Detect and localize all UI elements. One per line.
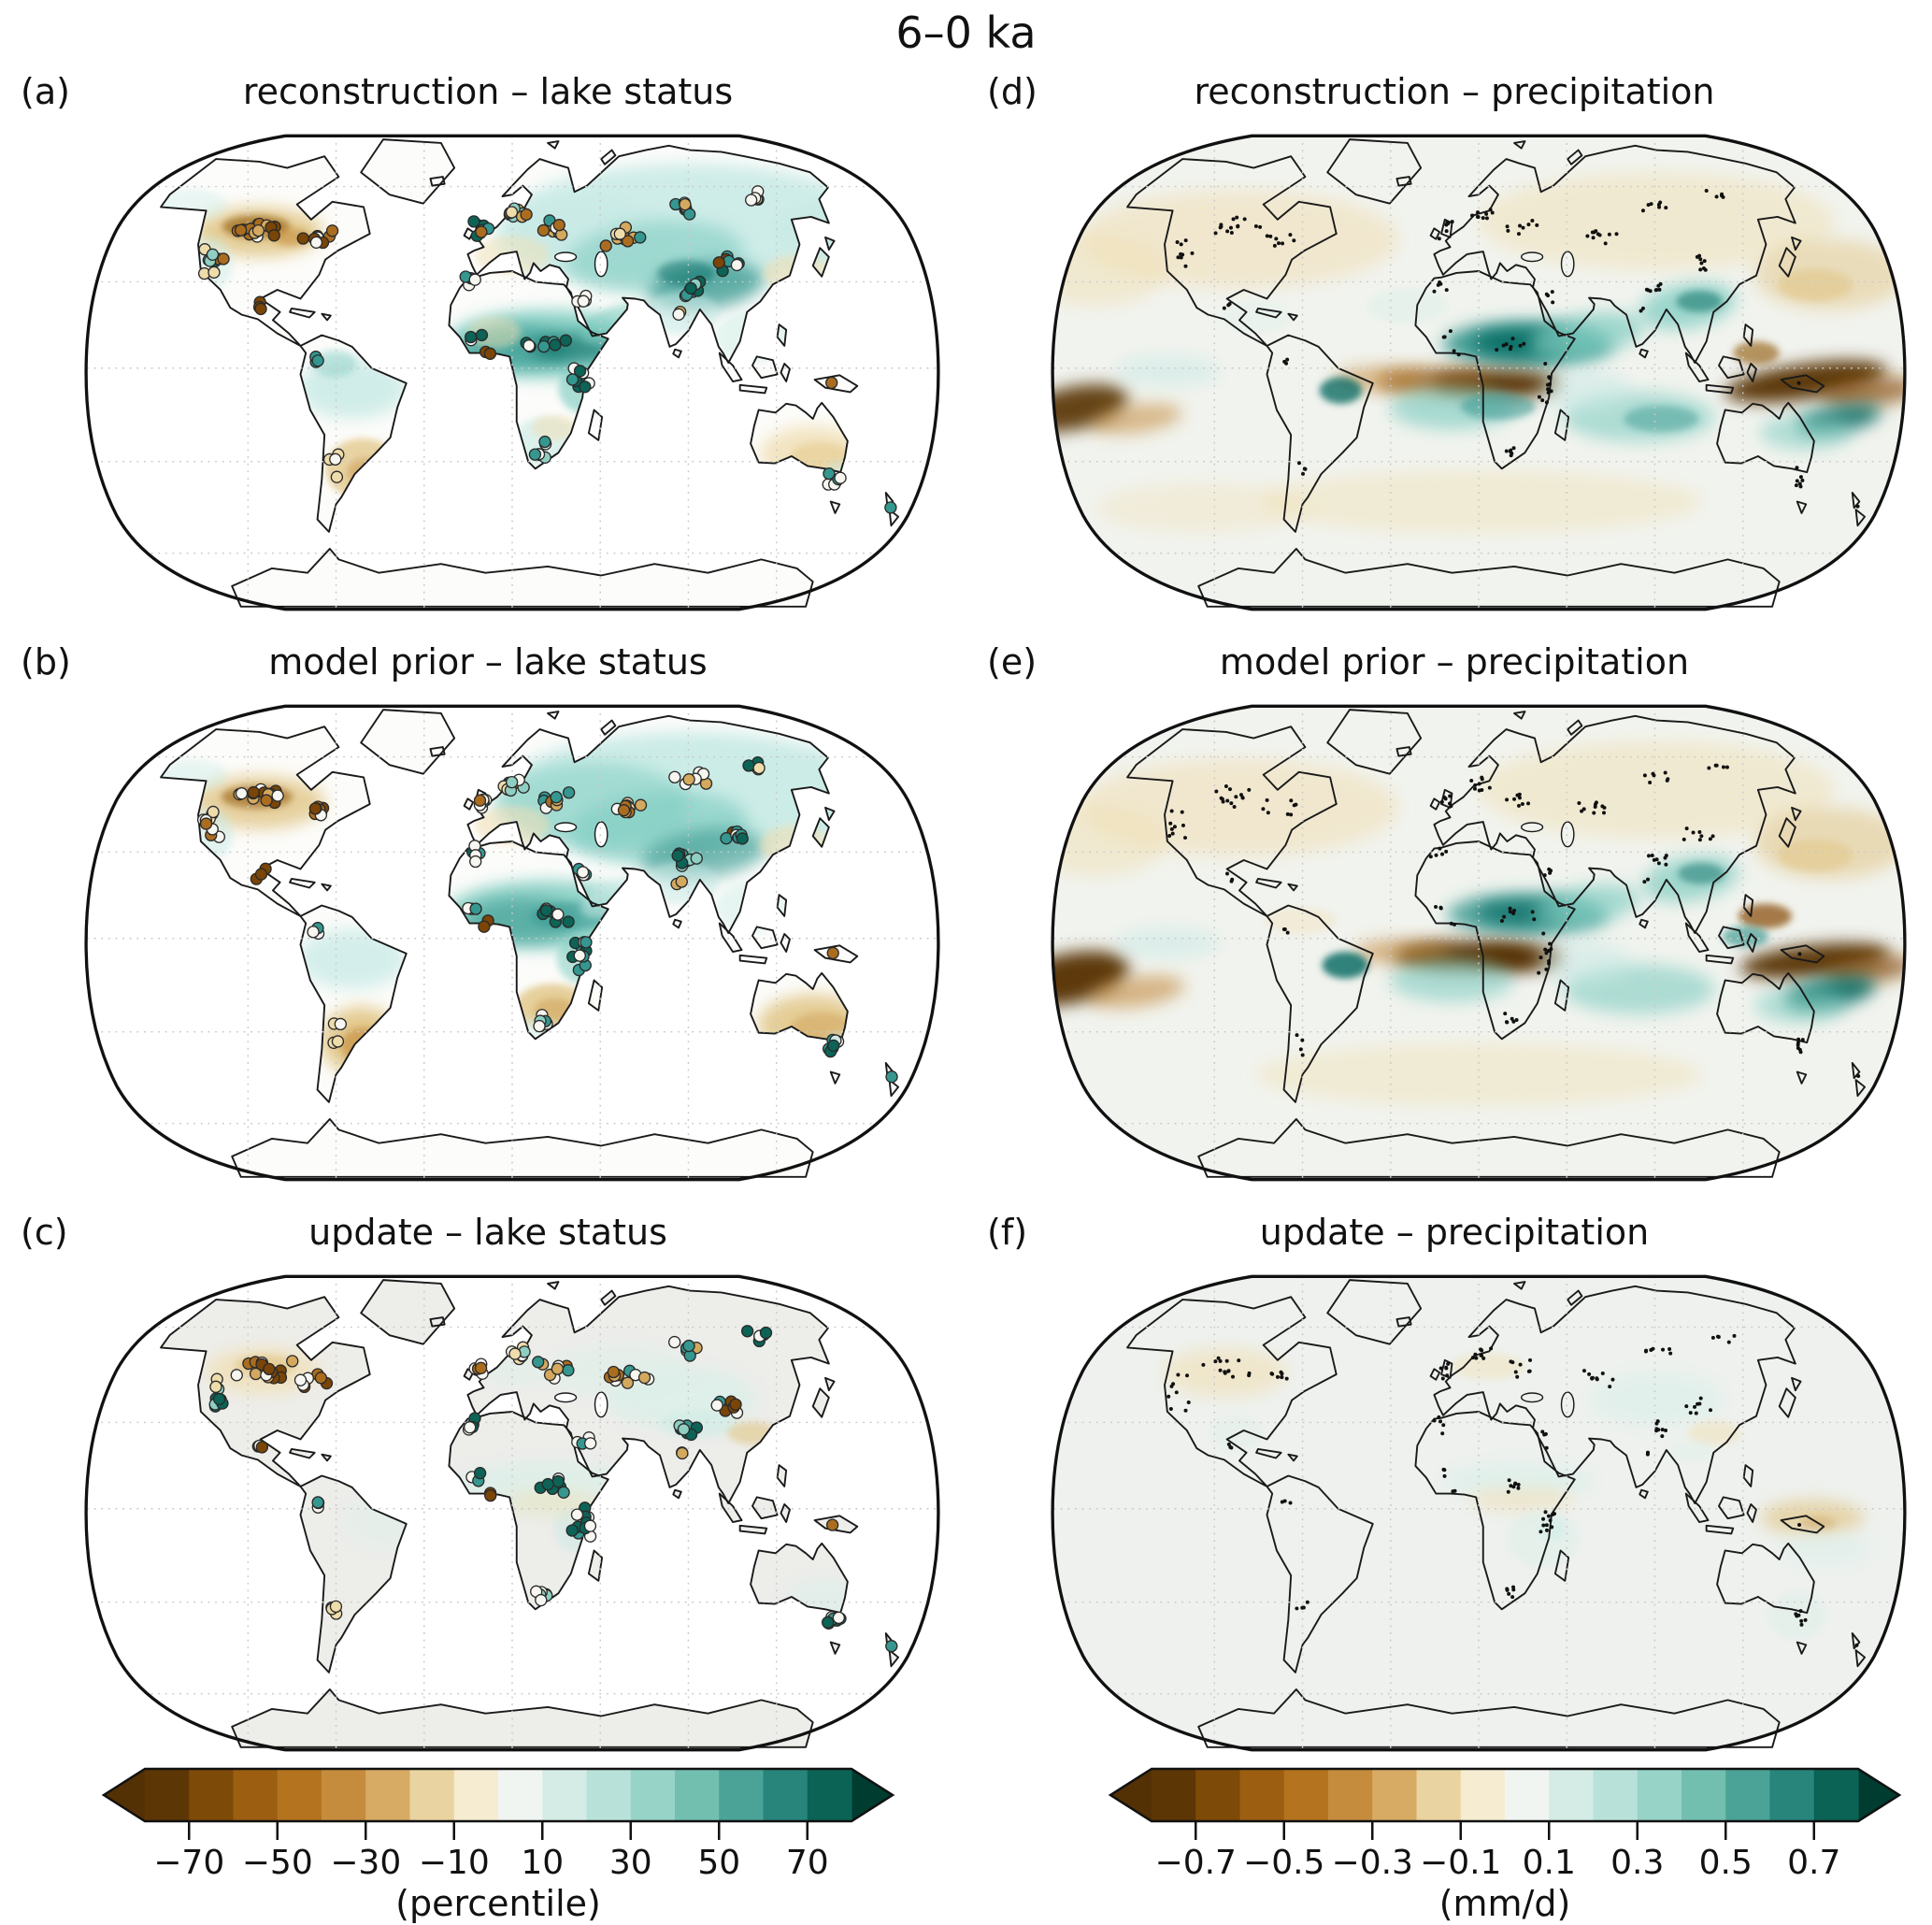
colorbar-tick-label: 50	[697, 1844, 740, 1881]
panel-label-c: (c)	[21, 1212, 68, 1253]
colorbar-tick-label: −0.1	[1420, 1844, 1501, 1881]
panel-title-b: model prior – lake status	[268, 641, 708, 682]
panel-title-e: model prior – precipitation	[1219, 641, 1690, 682]
panel-title-f: update – precipitation	[1259, 1212, 1650, 1253]
colorbar-percentile: −70 −50 −30 −10 10 30 50 70 (percentile)	[96, 1761, 919, 1925]
figure-title: 6–0 ka	[895, 7, 1037, 58]
panel-f: (f) update – precipitation	[968, 1206, 1932, 1773]
colorbar-mmd-scale: −0.7 −0.5 −0.3 −0.1 0.1 0.3 0.5 0.7	[1108, 1767, 1902, 1881]
colorbar-tick-label: 30	[609, 1844, 652, 1881]
colorbar-tick-label: −30	[330, 1844, 401, 1881]
colorbar-mmd: −0.7 −0.5 −0.3 −0.1 0.1 0.3 0.5 0.7 (mm/d)	[1103, 1761, 1925, 1925]
colorbar-tick-label: 0.3	[1610, 1844, 1664, 1881]
map-reconstruction-precipitation	[1051, 134, 1907, 611]
panel-label-d: (d)	[987, 71, 1038, 112]
panel-title-a: reconstruction – lake status	[242, 71, 734, 112]
map-model-prior-precipitation	[1051, 704, 1907, 1182]
panel-label-f: (f)	[987, 1212, 1028, 1253]
colorbar-percentile-unit: (percentile)	[395, 1883, 601, 1924]
colorbar-tick-label: −50	[242, 1844, 313, 1881]
colorbar-tick-label: −0.7	[1155, 1844, 1237, 1881]
panel-label-a: (a)	[21, 71, 70, 112]
panel-c: (c) update – lake status	[2, 1206, 966, 1773]
panel-label-e: (e)	[987, 641, 1038, 682]
colorbar-tick-label: −0.5	[1243, 1844, 1324, 1881]
colorbar-tick-label: −10	[419, 1844, 490, 1881]
colorbar-tick-label: 0.1	[1523, 1844, 1576, 1881]
map-update-precipitation	[1051, 1274, 1907, 1752]
panel-label-b: (b)	[21, 641, 71, 682]
panel-d: (d) reconstruction – precipitation	[968, 65, 1932, 632]
colorbar-tick-label: −70	[153, 1844, 224, 1881]
panel-a: (a) reconstruction – lake status	[2, 65, 966, 632]
colorbar-tick-label: 0.5	[1699, 1844, 1753, 1881]
map-reconstruction-lake-status	[84, 134, 940, 611]
panel-e: (e) model prior – precipitation	[968, 636, 1932, 1202]
colorbar-tick-label: 10	[521, 1844, 564, 1881]
map-update-lake-status	[84, 1274, 940, 1752]
colorbar-tick-label: 70	[786, 1844, 829, 1881]
colorbar-tick-label: 0.7	[1787, 1844, 1840, 1881]
panel-title-c: update – lake status	[308, 1212, 667, 1253]
colorbar-tick-label: −0.3	[1332, 1844, 1413, 1881]
panel-b: (b) model prior – lake status	[2, 636, 966, 1202]
colorbar-mmd-unit: (mm/d)	[1438, 1883, 1571, 1924]
map-model-prior-lake-status	[84, 704, 940, 1182]
colorbar-percentile-scale: −70 −50 −30 −10 10 30 50 70	[101, 1767, 895, 1881]
panel-title-d: reconstruction – precipitation	[1194, 71, 1715, 112]
